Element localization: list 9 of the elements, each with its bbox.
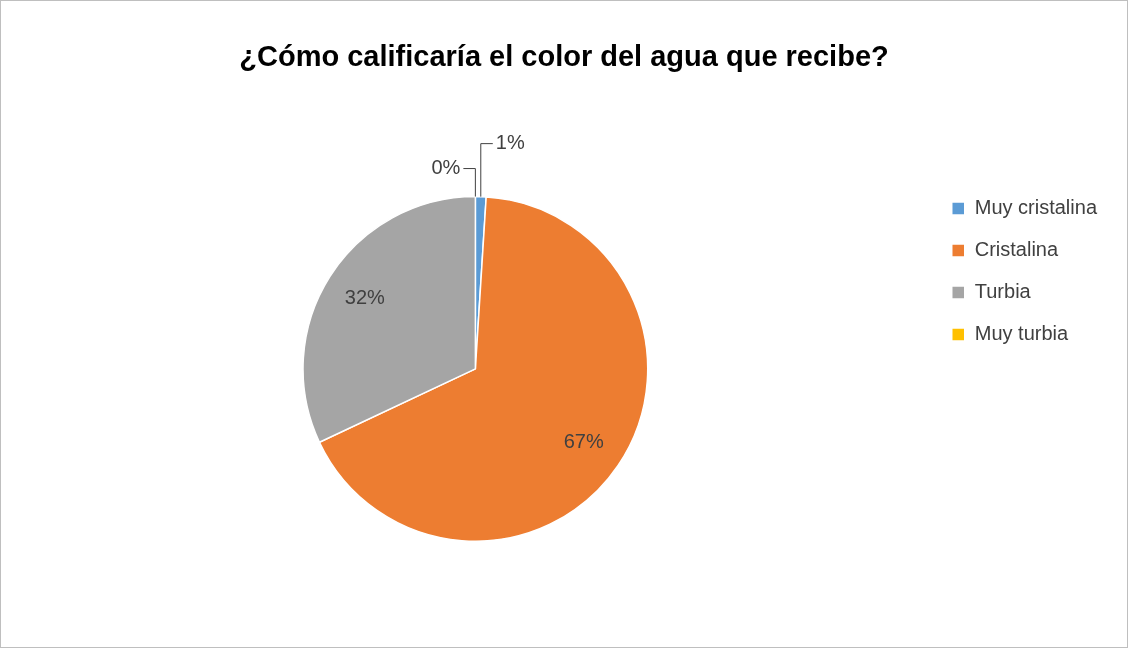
legend-label: Muy turbia xyxy=(974,322,1069,345)
data-label: 67% xyxy=(563,430,604,453)
legend-label: Muy cristalina xyxy=(974,196,1098,219)
data-label: 32% xyxy=(344,286,386,309)
text: 0% xyxy=(431,156,461,179)
legend-label: Cristalina xyxy=(974,238,1059,261)
data-label: 1% xyxy=(495,131,525,154)
chart-title: ¿Cómo calificaría el color del agua que recibe? xyxy=(239,40,889,73)
legend-label: Turbia xyxy=(974,280,1032,303)
